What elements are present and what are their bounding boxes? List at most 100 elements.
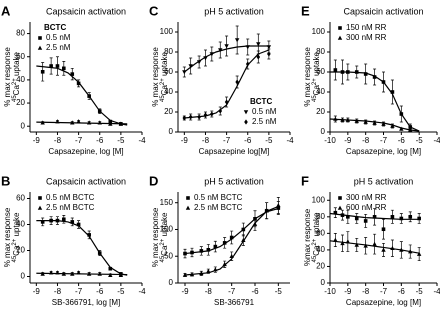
- legend-marker: [243, 110, 249, 115]
- panel-letter: C: [149, 3, 159, 18]
- data-point: [399, 112, 404, 116]
- data-point: [76, 222, 81, 227]
- data-point: [61, 271, 67, 276]
- data-point: [182, 272, 188, 277]
- y-tick-label: 150: [160, 198, 174, 207]
- data-point: [70, 120, 75, 125]
- legend-label: 0.5 nM BCTC: [194, 193, 243, 202]
- label-part: Ca: [160, 85, 169, 96]
- data-point: [235, 79, 239, 85]
- y-tick-label: 40: [16, 75, 25, 84]
- data-point: [252, 221, 258, 226]
- panel-letter: F: [301, 173, 309, 188]
- x-axis-label: Capsazepine, log [M]: [346, 298, 421, 307]
- data-point: [363, 72, 368, 76]
- data-point: [189, 272, 195, 277]
- data-point: [203, 56, 208, 61]
- data-point: [108, 266, 113, 271]
- data-point: [399, 216, 404, 221]
- x-tick-label: -8: [362, 287, 370, 296]
- superscript: 45: [312, 255, 318, 262]
- data-point: [188, 64, 193, 69]
- legend-marker: [338, 26, 342, 30]
- superscript: 2+: [160, 78, 166, 85]
- data-point: [55, 218, 60, 223]
- label-part: uptake: [12, 51, 21, 78]
- y-tick-label: 60: [164, 67, 173, 76]
- label-part: Ca: [312, 245, 321, 256]
- data-point: [86, 120, 92, 125]
- data-point: [276, 202, 281, 208]
- label-part: uptake: [160, 212, 169, 239]
- x-axis-label: Capsazepine log[M]: [199, 147, 270, 156]
- y-tick-label: 50: [164, 251, 173, 260]
- x-tick-label: -7: [228, 287, 236, 296]
- x-tick-label: -5: [275, 287, 283, 296]
- x-tick-label: -8: [54, 136, 62, 145]
- y-tick-label: 20: [316, 262, 325, 271]
- legend-marker: [337, 35, 343, 40]
- data-point: [363, 119, 368, 124]
- panel-letter: E: [301, 3, 310, 18]
- data-point: [222, 261, 227, 267]
- y-tick-label: 20: [164, 107, 173, 116]
- y-tick-label: 40: [316, 87, 325, 96]
- x-tick-label: -9: [344, 136, 352, 145]
- legend-label: 600 nM RR: [346, 203, 387, 212]
- data-point: [97, 251, 102, 255]
- x-tick-label: -6: [244, 136, 252, 145]
- label-part: uptake: [312, 51, 321, 78]
- y-tick-label: 0: [169, 278, 174, 287]
- x-tick-label: -10: [324, 287, 336, 296]
- superscript: 45: [12, 255, 18, 262]
- data-point: [381, 80, 386, 84]
- y-tick-label: 20: [16, 98, 25, 107]
- data-point: [399, 247, 404, 252]
- y-tick-label: 0: [21, 272, 26, 281]
- panel-title: pH 5 activation: [204, 6, 264, 16]
- x-tick-label: -4: [433, 136, 440, 145]
- legend-label: 0.5 nM BCTC: [46, 193, 95, 202]
- data-point: [196, 60, 202, 65]
- x-tick-label: -4: [138, 136, 146, 145]
- data-point: [416, 251, 422, 256]
- data-point: [363, 219, 368, 223]
- superscript: 2+: [12, 78, 18, 85]
- data-point: [182, 115, 187, 121]
- data-point: [224, 44, 229, 49]
- legend-title: BCTC: [250, 97, 272, 106]
- y-tick-label: 0: [321, 278, 326, 287]
- y-axis-label: 45Ca2+ uptake: [160, 212, 170, 263]
- x-tick-label: -10: [324, 136, 336, 145]
- data-point: [381, 247, 386, 252]
- x-tick-label: -9: [33, 136, 41, 145]
- superscript: 2+: [12, 238, 18, 245]
- x-tick-label: -9: [181, 136, 189, 145]
- legend-label: 0.5 nM: [252, 107, 277, 116]
- data-point: [340, 240, 345, 246]
- data-point: [354, 242, 359, 247]
- data-point: [206, 268, 211, 274]
- y-tick-label: 0: [169, 127, 174, 136]
- x-tick-label: -6: [251, 287, 259, 296]
- data-point: [372, 75, 377, 79]
- legend-marker: [38, 36, 42, 40]
- y-tick-label: 20: [316, 107, 325, 116]
- panel-title: pH 5 activation: [204, 176, 264, 186]
- data-point: [390, 123, 395, 128]
- x-tick-label: -6: [398, 136, 406, 145]
- x-tick-label: -7: [380, 287, 388, 296]
- fit-curve: [36, 65, 128, 126]
- y-tick-label: 100: [160, 225, 174, 234]
- y-axis-label: % max response: [303, 47, 312, 107]
- legend-label: 150 nM RR: [346, 23, 387, 32]
- data-point: [256, 54, 261, 60]
- superscript: 45: [160, 255, 166, 262]
- x-tick-label: -6: [398, 287, 406, 296]
- y-axis-label: 45Ca2+ uptake: [12, 212, 22, 263]
- x-tick-label: -7: [75, 287, 83, 296]
- superscript: 45: [160, 95, 166, 102]
- x-tick-label: -8: [54, 287, 62, 296]
- data-point: [188, 114, 193, 120]
